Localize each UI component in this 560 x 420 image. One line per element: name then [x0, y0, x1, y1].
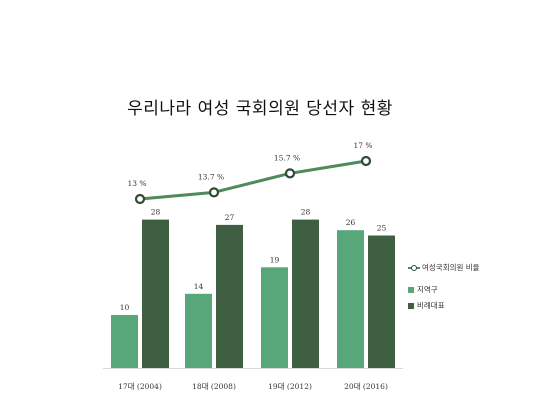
point-rate-4 [360, 155, 372, 167]
legend-label-district: 지역구 [417, 285, 438, 294]
data-label-proportional-2: 27 [225, 213, 235, 222]
point-rate-2 [208, 187, 220, 198]
legend-label-rate: 여성국회의원 비율 [422, 263, 480, 272]
x-tick-label-1: 17대 (2004) [118, 382, 162, 391]
legend-item-rate: 여성국회의원 비율 [408, 262, 480, 274]
bar-district-1 [111, 315, 138, 368]
legend: 여성국회의원 비율 지역구 비례대표 [408, 262, 480, 316]
bar-district-3 [261, 267, 288, 368]
line-rate [139, 159, 367, 201]
bar-district-2 [185, 293, 212, 368]
data-label-district-3: 19 [270, 255, 280, 264]
data-label-proportional-4: 25 [377, 224, 387, 233]
x-tick-label-3: 19대 (2012) [268, 382, 312, 391]
legend-line-swatch [408, 264, 420, 272]
data-label-proportional-3: 28 [301, 208, 311, 217]
point-rate-3 [284, 168, 296, 179]
legend-item-proportional: 비례대표 [408, 300, 480, 312]
chart-title: 우리나라 여성 국회의원 당선자 현황 [127, 99, 393, 119]
data-label-district-2: 14 [194, 282, 204, 291]
data-label-district-4: 26 [346, 218, 356, 227]
data-label-rate-4: 17 % [353, 141, 372, 150]
legend-item-district: 지역구 [408, 284, 480, 296]
bar-proportional-1 [142, 219, 169, 368]
data-label-rate-1: 13 % [127, 179, 146, 188]
x-tick-label-4: 20대 (2016) [344, 382, 388, 391]
data-label-proportional-1: 28 [151, 208, 161, 217]
point-rate-1 [134, 193, 146, 205]
legend-label-proportional: 비례대표 [417, 301, 445, 310]
x-tick-label-2: 18대 (2008) [192, 382, 236, 391]
data-label-rate-3: 15.7 % [274, 153, 300, 162]
bar-proportional-2 [216, 224, 243, 368]
bar-district-4 [337, 230, 364, 368]
legend-swatch-district [408, 287, 414, 293]
bar-proportional-3 [292, 219, 319, 368]
bar-proportional-4 [368, 235, 395, 368]
data-label-rate-2: 13.7 % [198, 172, 224, 181]
data-label-district-1: 10 [120, 303, 130, 312]
legend-swatch-proportional [408, 303, 414, 309]
